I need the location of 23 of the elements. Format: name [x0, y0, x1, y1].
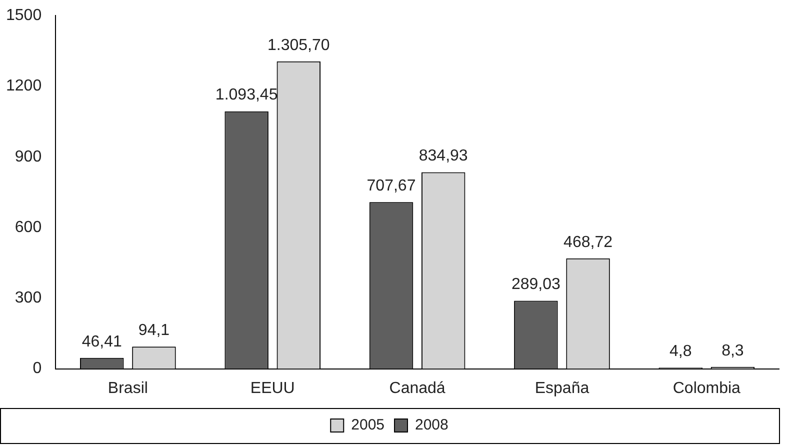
data-label: 46,41 — [82, 333, 122, 350]
data-label: 4,8 — [669, 343, 692, 360]
y-tick-label: 1500 — [6, 7, 42, 24]
data-label: 1.093,45 — [215, 86, 278, 104]
legend-label: 2005 — [351, 416, 385, 434]
x-tick-label: Canadá — [389, 380, 446, 397]
data-label: 289,03 — [511, 276, 561, 294]
data-label: 94,1 — [138, 322, 170, 340]
y-tick-label: 900 — [14, 148, 42, 166]
y-tick-label: 300 — [14, 290, 42, 307]
data-label: 707,67 — [366, 178, 416, 195]
x-tick-label: Brasil — [108, 380, 148, 397]
y-tick-label: 0 — [32, 360, 42, 378]
data-label: 8,3 — [722, 342, 744, 360]
x-tick-label: Colombia — [672, 380, 741, 397]
y-tick-label: 1200 — [6, 78, 42, 95]
data-label: 1.305,70 — [268, 36, 330, 54]
legend-label: 2008 — [415, 416, 448, 434]
x-tick-label: EEUU — [250, 380, 295, 397]
data-label: 834,93 — [418, 148, 468, 165]
x-tick-label: España — [534, 380, 590, 397]
data-label: 468,72 — [564, 234, 613, 251]
y-tick-label: 600 — [14, 218, 42, 236]
